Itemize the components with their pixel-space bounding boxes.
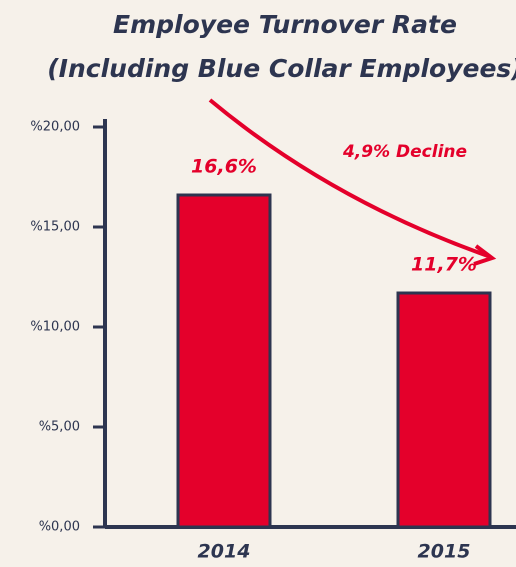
y-tick-label: %20,00 — [30, 120, 80, 135]
x-tick-label: 2014 — [198, 541, 251, 563]
arrow-head — [473, 244, 497, 266]
y-tick-label: %5,00 — [39, 420, 80, 435]
annotation: 4,9% Decline — [342, 142, 467, 162]
decline-arrow — [208, 98, 489, 258]
x-tick-label: 2015 — [418, 541, 471, 563]
chart-subtitle: (Including Blue Collar Employees) — [47, 54, 516, 83]
bar — [176, 193, 272, 529]
data-label: 11,7% — [411, 254, 477, 276]
bar — [396, 291, 492, 529]
y-tick-label: %10,00 — [30, 320, 80, 335]
chart-title: Employee Turnover Rate — [113, 10, 457, 39]
y-tick-label: %15,00 — [30, 220, 80, 235]
data-label: 16,6% — [191, 156, 257, 178]
y-tick-label: %0,00 — [39, 520, 80, 535]
